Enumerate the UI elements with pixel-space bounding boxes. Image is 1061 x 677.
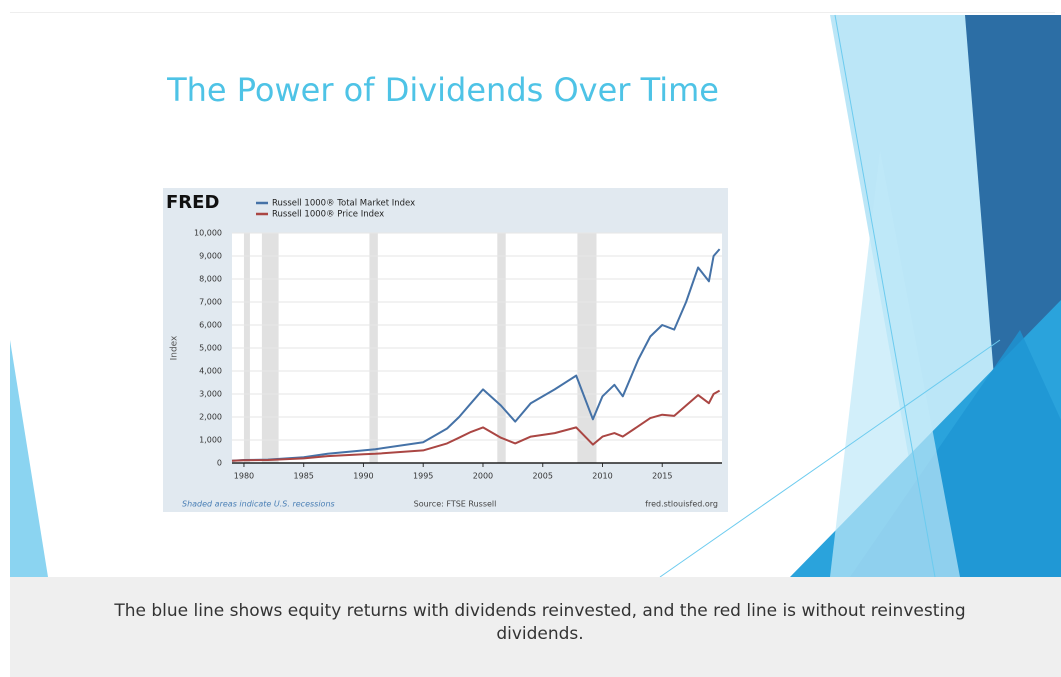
caption-box: The blue line shows equity returns with … [114,601,966,644]
recession-note: Shaded areas indicate U.S. recessions [182,500,335,509]
decor-shape [830,150,960,577]
x-tick-label: 1980 [234,472,254,481]
y-tick-label: 7,000 [199,298,222,307]
y-tick-label: 1,000 [199,436,222,445]
slide-title: The Power of Dividends Over Time [166,71,719,109]
y-tick-label: 10,000 [194,229,222,238]
y-tick-label: 0 [217,459,222,468]
caption: The blue line shows equity returns with … [114,601,966,644]
fred-logo: FRED [166,192,219,213]
y-tick-label: 6,000 [199,321,222,330]
x-tick-label: 2000 [473,472,493,481]
y-tick-label: 5,000 [199,344,222,353]
x-tick-label: 1985 [294,472,314,481]
series-line [231,389,721,462]
decor-shape [10,340,48,577]
chart: FRED Index Shaded areas indicate U.S. re… [163,188,728,512]
site: fred.stlouisfed.org [645,500,718,509]
x-tick-label: 1995 [413,472,433,481]
x-tick-label: 2010 [592,472,612,481]
y-axis-label: Index [170,335,180,360]
legend-label: Russell 1000® Total Market Index [272,199,415,209]
caption-band [10,577,1061,677]
y-tick-label: 9,000 [199,252,222,261]
slide-edge [10,12,1055,13]
source: Source: FTSE Russell [414,500,497,509]
decor-line [659,339,1001,578]
legend-label: Russell 1000® Price Index [272,210,384,220]
y-tick-label: 4,000 [199,367,222,376]
x-tick-label: 2015 [652,472,672,481]
series-line [231,248,721,462]
x-tick-label: 1990 [353,472,373,481]
x-tick-label: 2005 [533,472,553,481]
decor-line [834,14,936,578]
y-tick-label: 8,000 [199,275,222,284]
y-tick-label: 2,000 [199,413,222,422]
y-tick-label: 3,000 [199,390,222,399]
